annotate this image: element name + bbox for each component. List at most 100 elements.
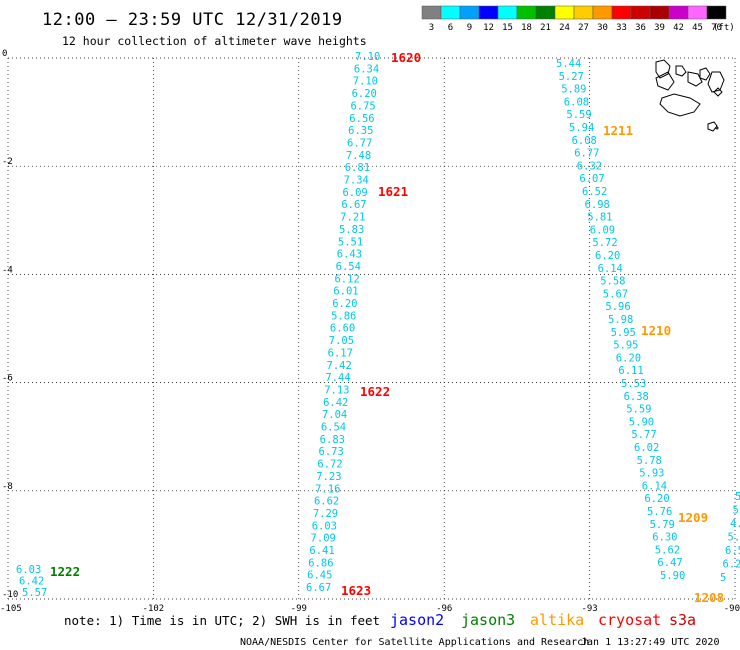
wave-height-value: 6.67 <box>306 582 331 594</box>
wave-height-value: 7.16 <box>315 483 340 495</box>
wave-height-value: 6.02 <box>634 442 659 454</box>
wave-height-value: 6.38 <box>624 391 649 403</box>
color-swatch-9 <box>592 5 613 20</box>
wave-height-value: 5.77 <box>631 429 656 441</box>
wave-height-value: 6.09 <box>342 187 367 199</box>
pass-label-1209: 1209 <box>678 510 708 525</box>
y-tick-label: -8 <box>2 482 13 492</box>
wave-height-value: 5.79 <box>650 519 675 531</box>
color-scale-legend: 3 6 9 12 15 18 21 24 27 30 33 36 39 42 45 70 <box>421 5 727 33</box>
wave-height-value: 5.62 <box>655 544 680 556</box>
wave-height-value: 6.11 <box>618 365 643 377</box>
color-scale-tick: 12 <box>483 23 494 33</box>
page-title: 12:00 – 23:59 UTC 12/31/2019 <box>42 10 343 30</box>
wave-height-value: 5 <box>720 572 726 584</box>
wave-height-value: 4.9 <box>730 518 740 530</box>
wave-height-value: 7.29 <box>313 508 338 520</box>
satellite-s3a: s3a <box>669 611 696 629</box>
wave-height-value: 6.41 <box>309 545 334 557</box>
wave-height-value: 5.93 <box>639 468 664 480</box>
wave-height-value: 5.95 <box>611 327 636 339</box>
wave-height-value: 5.83 <box>339 224 364 236</box>
page-subtitle: 12 hour collection of altimeter wave hei… <box>62 34 367 48</box>
wave-height-value: 5.89 <box>561 84 586 96</box>
x-tick-label: -102 <box>143 604 165 614</box>
color-scale-tick: 39 <box>654 23 665 33</box>
satellite-cryosat: cryosat <box>598 611 661 629</box>
wave-height-value: 7.48 <box>346 150 371 162</box>
wave-height-value: 6.09 <box>590 224 615 236</box>
wave-height-value: 6.5 <box>725 545 740 557</box>
wave-height-value: 7.13 <box>324 384 349 396</box>
wave-height-value: 6.12 <box>334 273 359 285</box>
wave-height-value: 5.72 <box>592 237 617 249</box>
wave-height-value: 6.86 <box>308 557 333 569</box>
map-axes: -105 -102 -99 -96 -93 -90 0 -2 -4 -6 -8 -10 <box>0 49 740 614</box>
wave-height-value: 6.14 <box>598 263 623 275</box>
pass-label-1211: 1211 <box>603 123 633 138</box>
wave-height-value: 5.57 <box>22 587 47 599</box>
wave-height-value: 7.05 <box>329 335 354 347</box>
color-swatch-0 <box>421 5 442 20</box>
wave-height-value: 6.20 <box>332 298 357 310</box>
wave-height-value: 6.60 <box>330 323 355 335</box>
color-scale-tick: 21 <box>540 23 551 33</box>
satellite-legend: jason2 jason3 altika cryosat s3a <box>390 611 696 629</box>
wave-height-value: 5.3 <box>728 532 740 544</box>
color-scale-tick: 45 <box>692 23 703 33</box>
color-scale-tick: 33 <box>616 23 627 33</box>
wave-height-value: 5.96 <box>605 301 630 313</box>
wave-height-value: 7.09 <box>311 533 336 545</box>
wave-height-value: 6.17 <box>328 347 353 359</box>
color-scale-tick: 30 <box>597 23 608 33</box>
wave-height-value: 5.90 <box>629 416 654 428</box>
y-tick-label: 0 <box>2 49 7 59</box>
footer-credit: NOAA/NESDIS Center for Satellite Applica… <box>240 637 589 648</box>
wave-height-value: 6.32 <box>577 160 602 172</box>
wave-height-value: 5.51 <box>338 236 363 248</box>
pass-label-1208: 1208 <box>694 590 724 605</box>
wave-height-value: 5.27 <box>559 71 584 83</box>
color-swatch-8 <box>573 5 594 20</box>
wave-height-value: 6.72 <box>317 459 342 471</box>
color-scale-tick: 27 <box>578 23 589 33</box>
color-scale-tick: 70 <box>711 23 722 33</box>
wave-height-value: 6.14 <box>642 480 667 492</box>
pass-label-1222: 1222 <box>50 564 80 579</box>
galapagos-islands-icon <box>655 59 725 132</box>
x-tick-label: -93 <box>581 604 597 614</box>
color-swatch-6 <box>535 5 556 20</box>
wave-height-value: 7.21 <box>340 212 365 224</box>
color-swatch-4 <box>497 5 518 20</box>
wave-height-value: 5 <box>733 505 739 517</box>
wave-height-value: 7.23 <box>316 471 341 483</box>
wave-height-value: 5.53 <box>621 378 646 390</box>
wave-height-value: 6.83 <box>320 434 345 446</box>
wave-height-value: 6.03 <box>312 520 337 532</box>
wave-height-tracks: 7.106.347.106.206.756.566.356.777.486.81… <box>16 51 740 599</box>
x-tick-label: -96 <box>436 604 452 614</box>
pass-label-1622: 1622 <box>360 384 390 399</box>
wave-height-value: 5.94 <box>569 122 594 134</box>
wave-height-value: 5.98 <box>608 314 633 326</box>
pass-label-1620: 1620 <box>391 50 421 65</box>
color-swatch-10 <box>611 5 632 20</box>
wave-height-value: 7.44 <box>325 372 350 384</box>
y-tick-label: -2 <box>2 157 13 167</box>
wave-height-value: 5.59 <box>626 404 651 416</box>
wave-height-value: 5.86 <box>331 310 356 322</box>
wave-height-value: 6.73 <box>319 446 344 458</box>
wave-height-value: 6.20 <box>595 250 620 262</box>
color-swatch-14 <box>687 5 708 20</box>
color-swatch-7 <box>554 5 575 20</box>
wave-height-value: 6.56 <box>349 113 374 125</box>
wave-height-value: 6.77 <box>347 137 372 149</box>
wave-height-value: 6.62 <box>314 496 339 508</box>
wave-height-value: 6.81 <box>345 162 370 174</box>
color-swatch-1 <box>440 5 461 20</box>
x-tick-label: -99 <box>291 604 307 614</box>
wave-height-value: 5.58 <box>600 276 625 288</box>
wave-height-value: 6.08 <box>564 96 589 108</box>
wave-height-value: 7.10 <box>355 51 380 63</box>
